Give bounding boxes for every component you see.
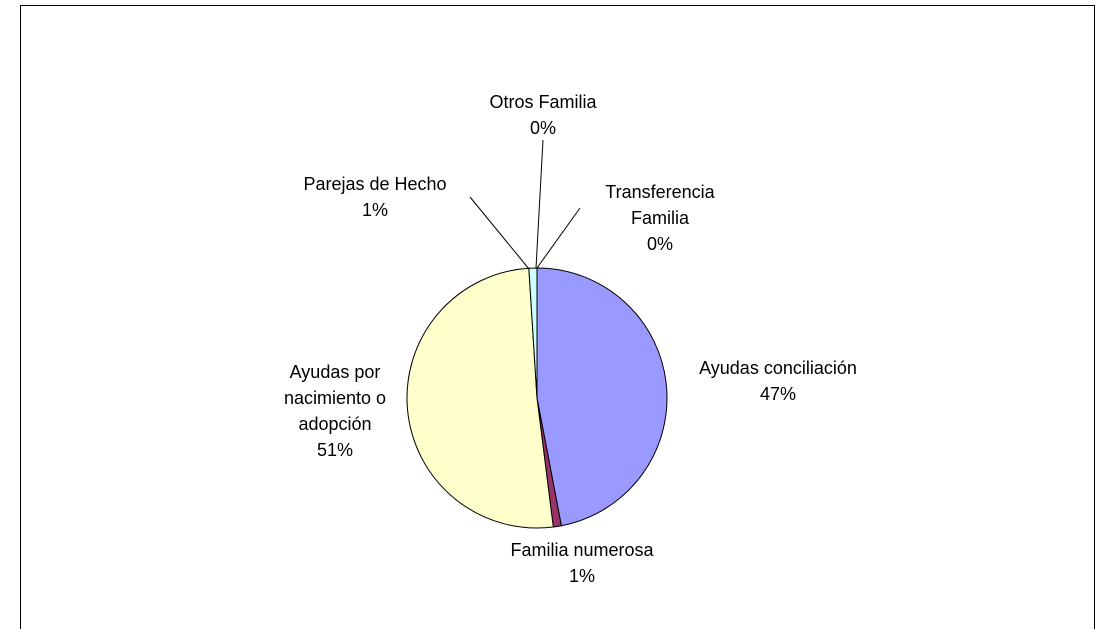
pie-slice	[536, 267, 668, 527]
slice-label: Ayudas por nacimiento o adopción 51%	[273, 359, 398, 463]
leader-line	[536, 207, 581, 269]
value-label: 1%	[361, 200, 388, 220]
value-label: 47%	[759, 384, 797, 404]
category-label: Transferencia Familia	[605, 182, 715, 228]
slice-label: Otros Familia 0%	[433, 89, 653, 141]
slice-label: Transferencia Familia 0%	[590, 179, 730, 257]
value-label: 1%	[568, 566, 595, 586]
category-label: Familia numerosa	[510, 540, 654, 560]
category-label: Ayudas por nacimiento o adopción	[283, 362, 387, 434]
category-label: Ayudas conciliación	[699, 358, 857, 378]
category-label: Otros Familia	[489, 92, 597, 112]
pie-slice	[406, 267, 554, 529]
slice-label: Familia numerosa 1%	[472, 537, 692, 589]
value-label: 0%	[529, 118, 556, 138]
leader-line	[469, 196, 530, 270]
value-label: 0%	[646, 234, 673, 254]
value-label: 51%	[316, 440, 354, 460]
slice-label: Parejas de Hecho 1%	[265, 171, 485, 223]
category-label: Parejas de Hecho	[303, 174, 447, 194]
leader-line	[535, 139, 544, 269]
pie	[406, 267, 668, 529]
slice-label: Ayudas conciliación 47%	[668, 355, 888, 407]
